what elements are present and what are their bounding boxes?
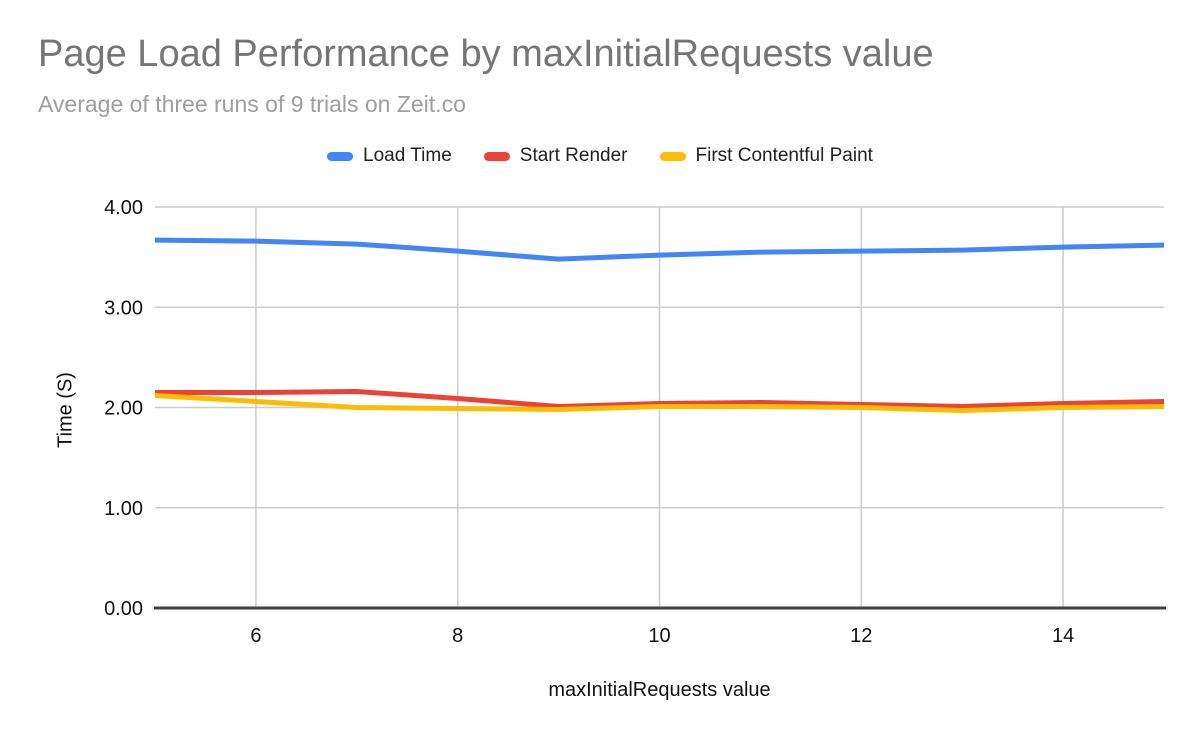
y-axis-title: Time (S)	[54, 372, 77, 448]
legend-label-load-time: Load Time	[363, 145, 452, 166]
legend-label-start-render: Start Render	[519, 145, 628, 166]
legend-item-load-time[interactable]: Load Time	[327, 145, 452, 167]
x-tick-label: 6	[250, 625, 261, 647]
y-tick-label: 1.00	[104, 498, 143, 520]
y-tick-label: 4.00	[104, 197, 143, 219]
x-tick-label: 14	[1052, 625, 1074, 647]
chart-subtitle: Average of three runs of 9 trials on Zei…	[38, 91, 466, 117]
legend-swatch-start-render	[483, 151, 510, 161]
legend-swatch-first-contentful-paint	[659, 151, 686, 161]
legend: Load Time Start Render First Contentful …	[0, 143, 1200, 169]
series-line-start-render[interactable]	[155, 388, 1165, 409]
y-tick-label: 0.00	[104, 598, 143, 620]
x-tick-label: 10	[648, 625, 670, 647]
legend-item-start-render[interactable]: Start Render	[483, 145, 628, 167]
y-tick-label: 2.00	[104, 398, 143, 420]
x-tick-label: 8	[452, 625, 463, 647]
x-axis-title: maxInitialRequests value	[548, 679, 771, 701]
x-tick-label: 12	[850, 625, 872, 647]
legend-label-first-contentful-paint: First Contentful Paint	[695, 145, 873, 166]
series-line-first-contentful-paint[interactable]	[154, 392, 1165, 414]
y-tick-label: 3.00	[104, 297, 143, 319]
legend-swatch-load-time	[327, 151, 354, 161]
legend-item-first-contentful-paint[interactable]: First Contentful Paint	[659, 145, 873, 167]
chart-title: Page Load Performance by maxInitialReque…	[38, 33, 934, 75]
series-line-load-time[interactable]	[154, 237, 1165, 262]
